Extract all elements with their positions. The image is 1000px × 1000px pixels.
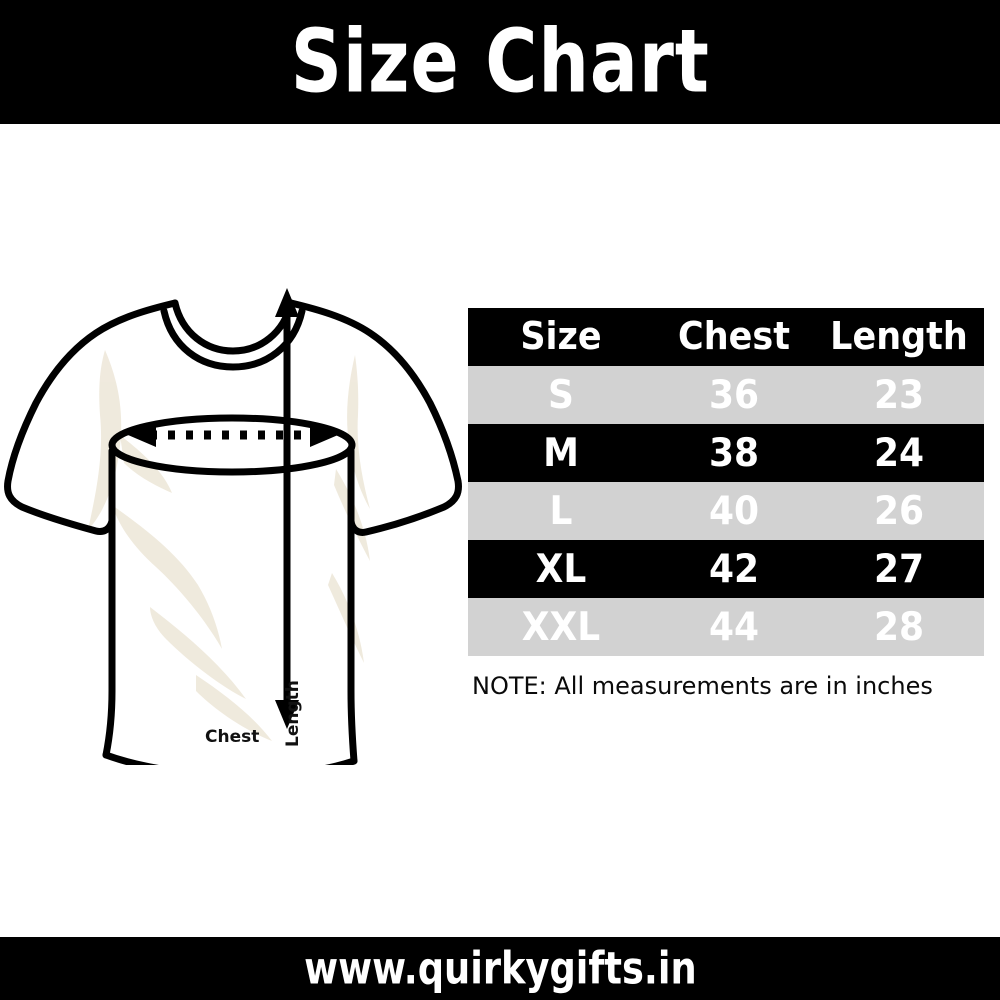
cell-size: S: [548, 372, 574, 418]
table-row: S 36 23: [468, 366, 984, 424]
measurement-note: NOTE: All measurements are in inches: [472, 672, 933, 700]
chest-label: Chest: [205, 727, 260, 747]
length-label: Length: [283, 680, 303, 747]
cell-chest: 38: [708, 430, 760, 476]
cell-size: L: [549, 488, 573, 534]
cell-chest: 40: [708, 488, 760, 534]
cell-length: 23: [873, 372, 925, 418]
cell-size: XXL: [521, 604, 601, 650]
cell-chest: 42: [708, 546, 760, 592]
footer-banner: www.quirkygifts.in: [0, 937, 1000, 1000]
table-row: XXL 44 28: [468, 598, 984, 656]
cell-length: 28: [873, 604, 925, 650]
table-row: L 40 26: [468, 482, 984, 540]
size-table: Size Chest Length S 36 23 M 38 24 L 40 2…: [468, 308, 984, 656]
tshirt-outline: [4, 299, 462, 765]
cell-length: 24: [873, 430, 925, 476]
tshirt-svg: [4, 288, 462, 765]
length-measure-arrow: [275, 288, 299, 729]
cell-length: 27: [873, 546, 925, 592]
tshirt-illustration: Chest Length: [0, 255, 470, 765]
header-banner: Size Chart: [0, 0, 1000, 124]
fabric-shading-group: [88, 350, 370, 741]
cell-size: XL: [535, 546, 587, 592]
table-header-row: Size Chest Length: [468, 308, 984, 366]
chest-ellipse: [108, 414, 356, 476]
table-row: M 38 24: [468, 424, 984, 482]
table-row: XL 42 27: [468, 540, 984, 598]
cell-length: 26: [873, 488, 925, 534]
chest-measure-arrow: [128, 423, 338, 447]
column-header-length: Length: [830, 315, 968, 359]
column-header-chest: Chest: [678, 315, 790, 359]
website-url: www.quirkygifts.in: [303, 942, 697, 995]
cell-chest: 44: [708, 604, 760, 650]
page-title: Size Chart: [290, 11, 710, 113]
cell-size: M: [543, 430, 579, 476]
column-header-size: Size: [520, 315, 602, 359]
cell-chest: 36: [708, 372, 760, 418]
